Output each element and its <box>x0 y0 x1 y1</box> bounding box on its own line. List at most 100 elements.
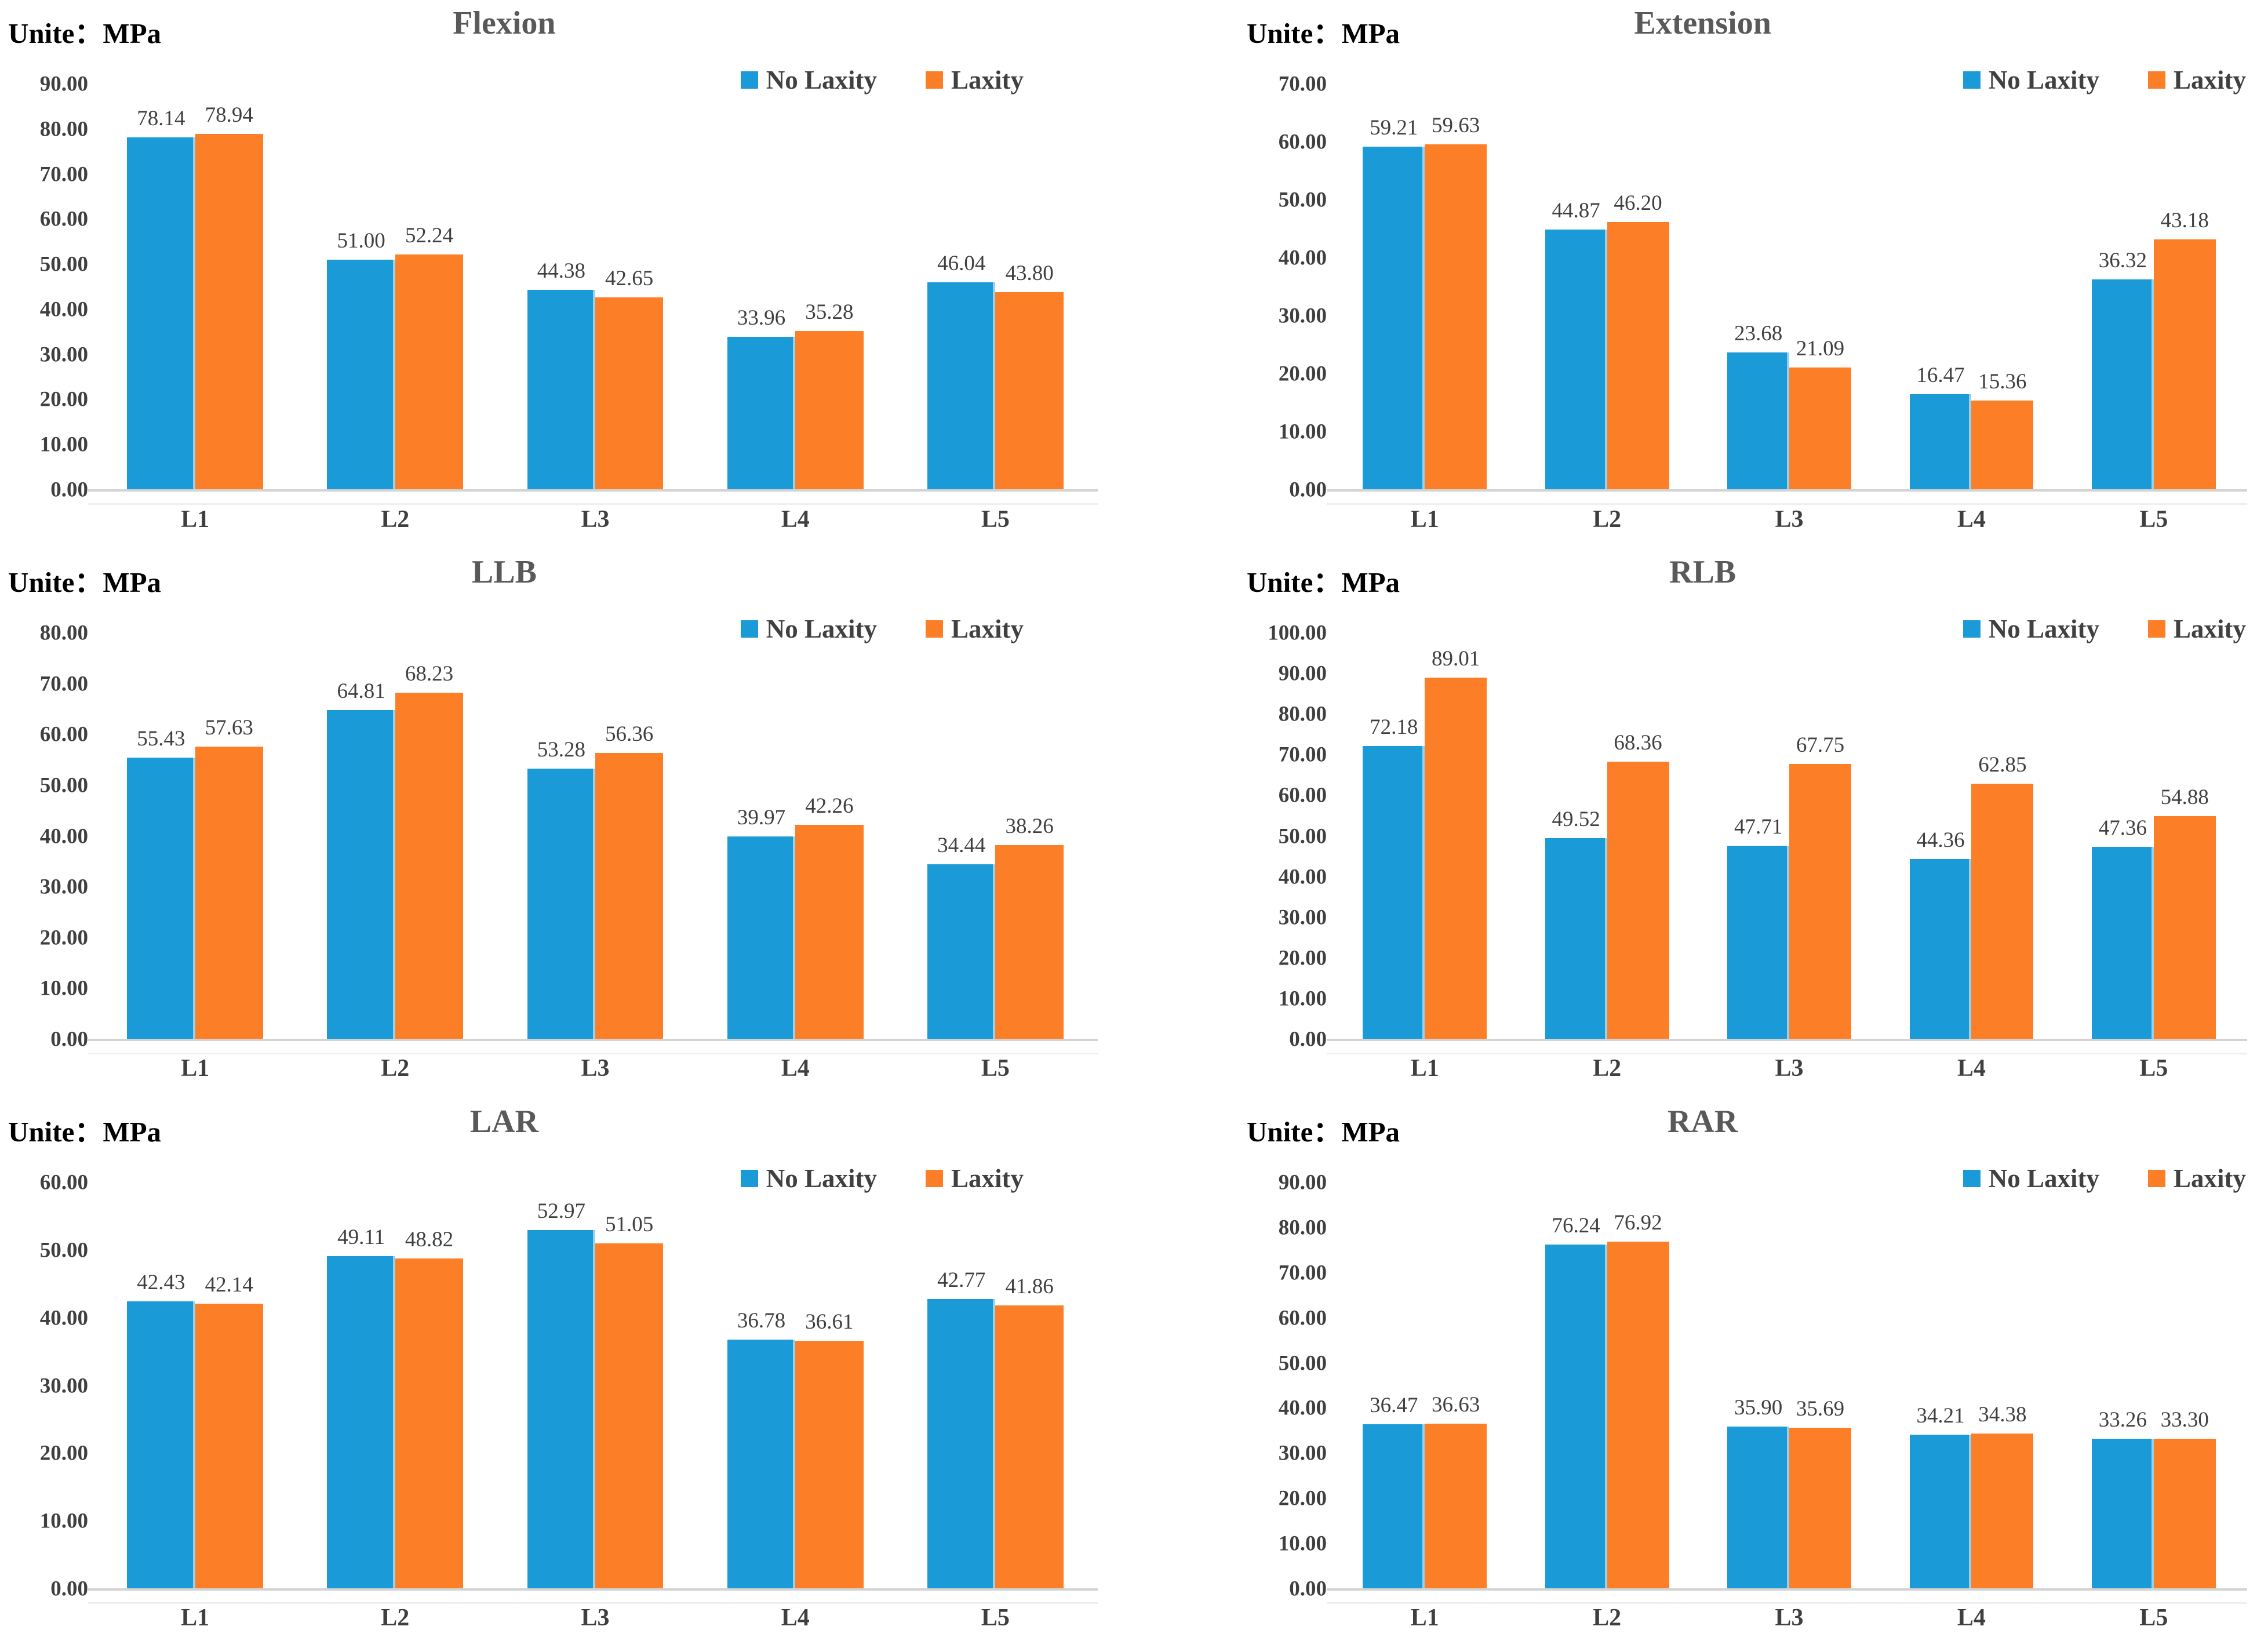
y-axis-tick: 40.00 <box>39 297 88 322</box>
plot-area: 59.21 59.63 44.87 46.20 23.68 21.09 16.47 15.36… <box>1327 84 2247 505</box>
legend-item-laxity: Laxity <box>925 614 1024 644</box>
x-axis-shadow-line <box>1327 1053 2247 1054</box>
legend-label: No Laxity <box>1988 614 2099 643</box>
x-axis-labels: L1 L2 L3 L4 L5 <box>1334 1604 2245 1632</box>
legend-item-no-laxity: No Laxity <box>1963 65 2099 95</box>
bar-fill <box>795 1341 864 1589</box>
plot-area: 42.43 42.14 49.11 48.82 52.97 51.05 36.78 36.61… <box>88 1183 1098 1604</box>
y-axis-tick: 60.00 <box>1278 1306 1327 1330</box>
bar-no-laxity-l4: 34.21 <box>1909 1183 1972 1589</box>
x-axis-label-l2: L2 <box>381 1055 410 1082</box>
bar-value-label: 42.14 <box>205 1272 253 1297</box>
bar-fill <box>527 289 595 490</box>
legend-item-laxity: Laxity <box>2147 1163 2246 1194</box>
bar-group-l3: 35.90 35.69 <box>1698 1183 1880 1589</box>
legend-item-laxity: Laxity <box>2147 65 2246 95</box>
x-axis-label-l3: L3 <box>1775 1605 1804 1631</box>
unit-label: Unite：MPa <box>8 566 161 598</box>
bar-group-l4: 33.96 35.28 <box>696 84 895 490</box>
bar-value-label: 54.88 <box>2160 785 2209 810</box>
bar-value-label: 44.38 <box>537 259 585 283</box>
y-axis-tick: 30.00 <box>39 875 88 899</box>
y-axis-tick: 40.00 <box>39 1306 88 1330</box>
bar-fill <box>195 134 263 490</box>
y-axis-tick: 10.00 <box>1278 420 1327 444</box>
bar-fill <box>527 1230 595 1589</box>
bar-fill <box>1727 352 1790 490</box>
bar-no-laxity-l4: 44.36 <box>1909 633 1972 1039</box>
chart-title: LAR <box>469 1104 539 1140</box>
y-axis-tick: 10.00 <box>39 432 88 457</box>
y-axis-tick: 50.00 <box>1278 1351 1327 1376</box>
x-axis-labels: L1 L2 L3 L4 L5 <box>1334 505 2245 533</box>
x-axis-labels: L1 L2 L3 L4 L5 <box>95 505 1095 533</box>
x-axis-label-l2: L2 <box>381 1605 410 1631</box>
legend-swatch-no-laxity-icon <box>1963 71 1981 89</box>
legend-item-no-laxity: No Laxity <box>1963 614 2099 644</box>
legend-label: No Laxity <box>1988 66 2099 94</box>
bar-fill <box>1789 368 1851 490</box>
legend: No Laxity Laxity <box>1963 1163 2246 1194</box>
bar-group-l3: 53.28 56.36 <box>495 633 695 1039</box>
chart-rlb: Unite：MPa RLB No Laxity Laxity 0.00 10.00 20.0… <box>1134 549 2268 1098</box>
bar-fill <box>1909 1434 1972 1589</box>
bar-group-l4: 34.21 34.38 <box>1880 1183 2062 1589</box>
y-axis-tick: 30.00 <box>39 1374 88 1398</box>
x-axis-label-l5: L5 <box>2139 1605 2168 1631</box>
bar-laxity-l1: 89.01 <box>1425 633 1487 1039</box>
bar-value-label: 52.97 <box>537 1199 585 1224</box>
y-axis: 0.00 10.00 20.00 30.00 40.00 50.00 60.00 70.00 8… <box>1247 1172 1327 1600</box>
legend-item-no-laxity: No Laxity <box>740 1163 877 1194</box>
chart-flexion: Unite：MPa Flexion No Laxity Laxity 0.00 10.00… <box>0 0 1134 549</box>
x-axis-label-l4: L4 <box>1957 506 1986 533</box>
x-axis-labels: L1 L2 L3 L4 L5 <box>95 1604 1095 1632</box>
x-axis-label-l4: L4 <box>781 1055 810 1082</box>
chart-area-rar: Unite：MPa RAR No Laxity Laxity 0.00 10.00 20.0… <box>1247 1098 2260 1648</box>
bar-value-label: 35.69 <box>1796 1397 1845 1421</box>
legend-label: No Laxity <box>1988 1164 2099 1193</box>
bar-fill <box>127 758 195 1039</box>
legend-swatch-no-laxity-icon <box>1963 1170 1981 1187</box>
x-axis-label-l1: L1 <box>1410 1605 1439 1631</box>
legend-label: Laxity <box>2173 66 2246 94</box>
bar-no-laxity-l3: 52.97 <box>527 1183 595 1589</box>
y-axis-tick: 80.00 <box>39 117 88 141</box>
bar-fill <box>1545 230 1607 490</box>
x-axis-line <box>88 1039 1098 1041</box>
bar-value-label: 47.71 <box>1734 814 1783 839</box>
bar-fill <box>1607 222 1669 490</box>
x-axis-shadow-line <box>1327 503 2247 505</box>
bar-laxity-l5: 33.30 <box>2153 1183 2216 1589</box>
y-axis-tick: 30.00 <box>39 343 88 367</box>
bar-value-label: 15.36 <box>1978 370 2027 394</box>
bar-value-label: 76.24 <box>1552 1214 1600 1238</box>
bar-no-laxity-l1: 78.14 <box>127 84 195 490</box>
y-axis-tick: 10.00 <box>39 1509 88 1533</box>
y-axis-tick: 60.00 <box>1278 783 1327 807</box>
bars-layer: 55.43 57.63 64.81 68.23 53.28 56.36 39.97 42.26… <box>95 633 1095 1039</box>
x-axis-line <box>1327 1039 2247 1041</box>
y-axis-tick: 40.00 <box>39 824 88 848</box>
bar-fill <box>995 1305 1064 1589</box>
x-axis-label-l3: L3 <box>581 506 610 533</box>
bar-no-laxity-l5: 36.32 <box>2091 84 2154 490</box>
bar-value-label: 51.05 <box>605 1212 654 1236</box>
y-axis: 0.00 10.00 20.00 30.00 40.00 50.00 60.00 70.00 8… <box>8 74 88 501</box>
bar-no-laxity-l4: 39.97 <box>727 633 796 1039</box>
bar-value-label: 23.68 <box>1734 322 1783 346</box>
legend-swatch-laxity-icon <box>925 1170 943 1187</box>
bar-value-label: 43.80 <box>1005 261 1054 286</box>
bar-value-label: 34.21 <box>1916 1403 1965 1428</box>
bar-no-laxity-l1: 59.21 <box>1363 84 1425 490</box>
x-axis-labels: L1 L2 L3 L4 L5 <box>95 1054 1095 1082</box>
y-axis: 0.00 10.00 20.00 30.00 40.00 50.00 60.00 70.00 8… <box>1247 623 1327 1050</box>
unit-label: Unite：MPa <box>1247 566 1400 598</box>
y-axis-tick: 20.00 <box>39 926 88 950</box>
bar-value-label: 35.28 <box>805 300 854 324</box>
bar-no-laxity-l2: 64.81 <box>327 633 395 1039</box>
bar-fill <box>127 137 195 490</box>
legend-item-no-laxity: No Laxity <box>1963 1163 2099 1194</box>
bar-no-laxity-l2: 51.00 <box>327 84 395 490</box>
y-axis-tick: 30.00 <box>1278 304 1327 328</box>
bar-fill <box>195 1303 263 1589</box>
